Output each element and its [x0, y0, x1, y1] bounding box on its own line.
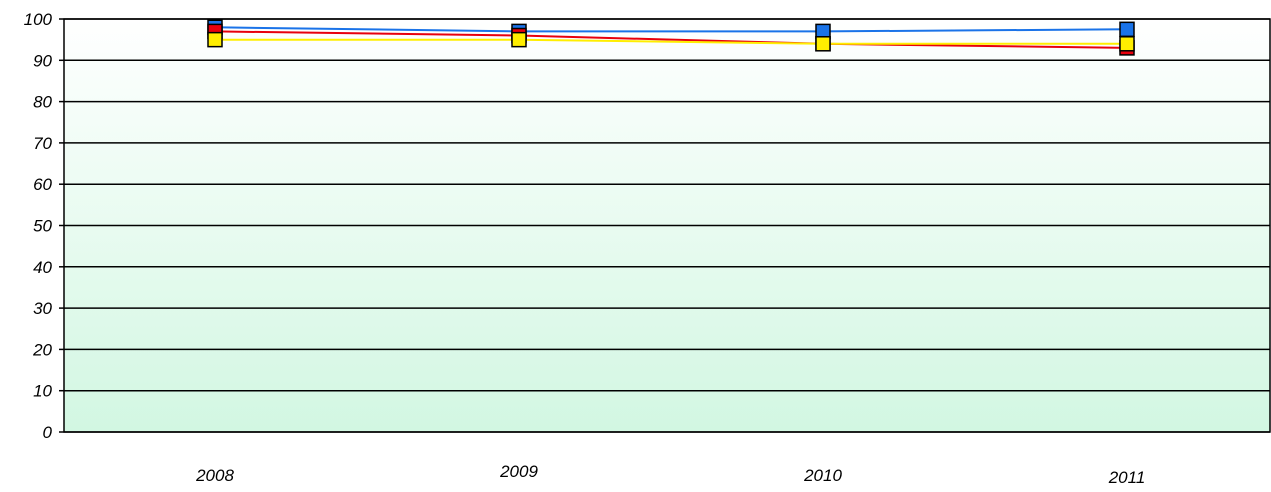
- ytick-label-90: 90: [33, 51, 52, 70]
- y-axis-tick-labels: 0 10 20 30 40 50 60 70 80 90 100: [24, 10, 53, 442]
- plot-frame: [63, 18, 1271, 433]
- ytick-label-70: 70: [33, 134, 52, 153]
- series-0-marker-2011: [1119, 21, 1135, 38]
- ytick-label-0: 0: [43, 423, 53, 442]
- series-2-marker-2009: [511, 31, 527, 48]
- series-line-0: [214, 26, 1128, 33]
- xtick-label-2008: 2008: [195, 466, 234, 485]
- ytick-label-80: 80: [33, 93, 52, 112]
- ytick-label-50: 50: [33, 217, 52, 236]
- series-2-marker-2011: [1119, 36, 1135, 52]
- series-line-1: [214, 30, 1128, 49]
- series-2-marker-2010: [815, 36, 831, 52]
- ytick-label-100: 100: [24, 10, 53, 29]
- ytick-label-60: 60: [33, 175, 52, 194]
- ytick-label-40: 40: [33, 258, 52, 277]
- ytick-label-20: 20: [32, 340, 52, 359]
- xtick-label-2009: 2009: [499, 462, 538, 481]
- series-2-marker-2008: [207, 31, 223, 48]
- series-line-2: [215, 38, 1127, 45]
- series-markers: [207, 19, 1135, 56]
- x-axis-tick-labels: 2008 2009 2010 2011: [195, 462, 1145, 487]
- xtick-label-2010: 2010: [803, 466, 842, 485]
- xtick-label-2011: 2011: [1108, 468, 1146, 487]
- ytick-label-30: 30: [33, 299, 52, 318]
- ytick-label-10: 10: [33, 382, 52, 401]
- series-lines: [214, 26, 1128, 49]
